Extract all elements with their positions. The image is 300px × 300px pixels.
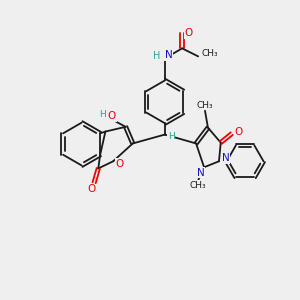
Text: O: O	[116, 159, 124, 169]
Text: N: N	[222, 153, 230, 163]
Text: CH₃: CH₃	[197, 101, 213, 110]
Text: N: N	[165, 50, 172, 60]
Text: N: N	[197, 168, 204, 178]
Text: CH₃: CH₃	[201, 50, 218, 58]
Text: H: H	[168, 131, 175, 140]
Text: O: O	[108, 111, 116, 122]
Text: O: O	[184, 28, 193, 38]
Text: CH₃: CH₃	[190, 181, 206, 190]
Text: O: O	[88, 184, 96, 194]
Text: H: H	[99, 110, 106, 119]
Text: H: H	[153, 51, 160, 61]
Text: O: O	[234, 127, 242, 137]
